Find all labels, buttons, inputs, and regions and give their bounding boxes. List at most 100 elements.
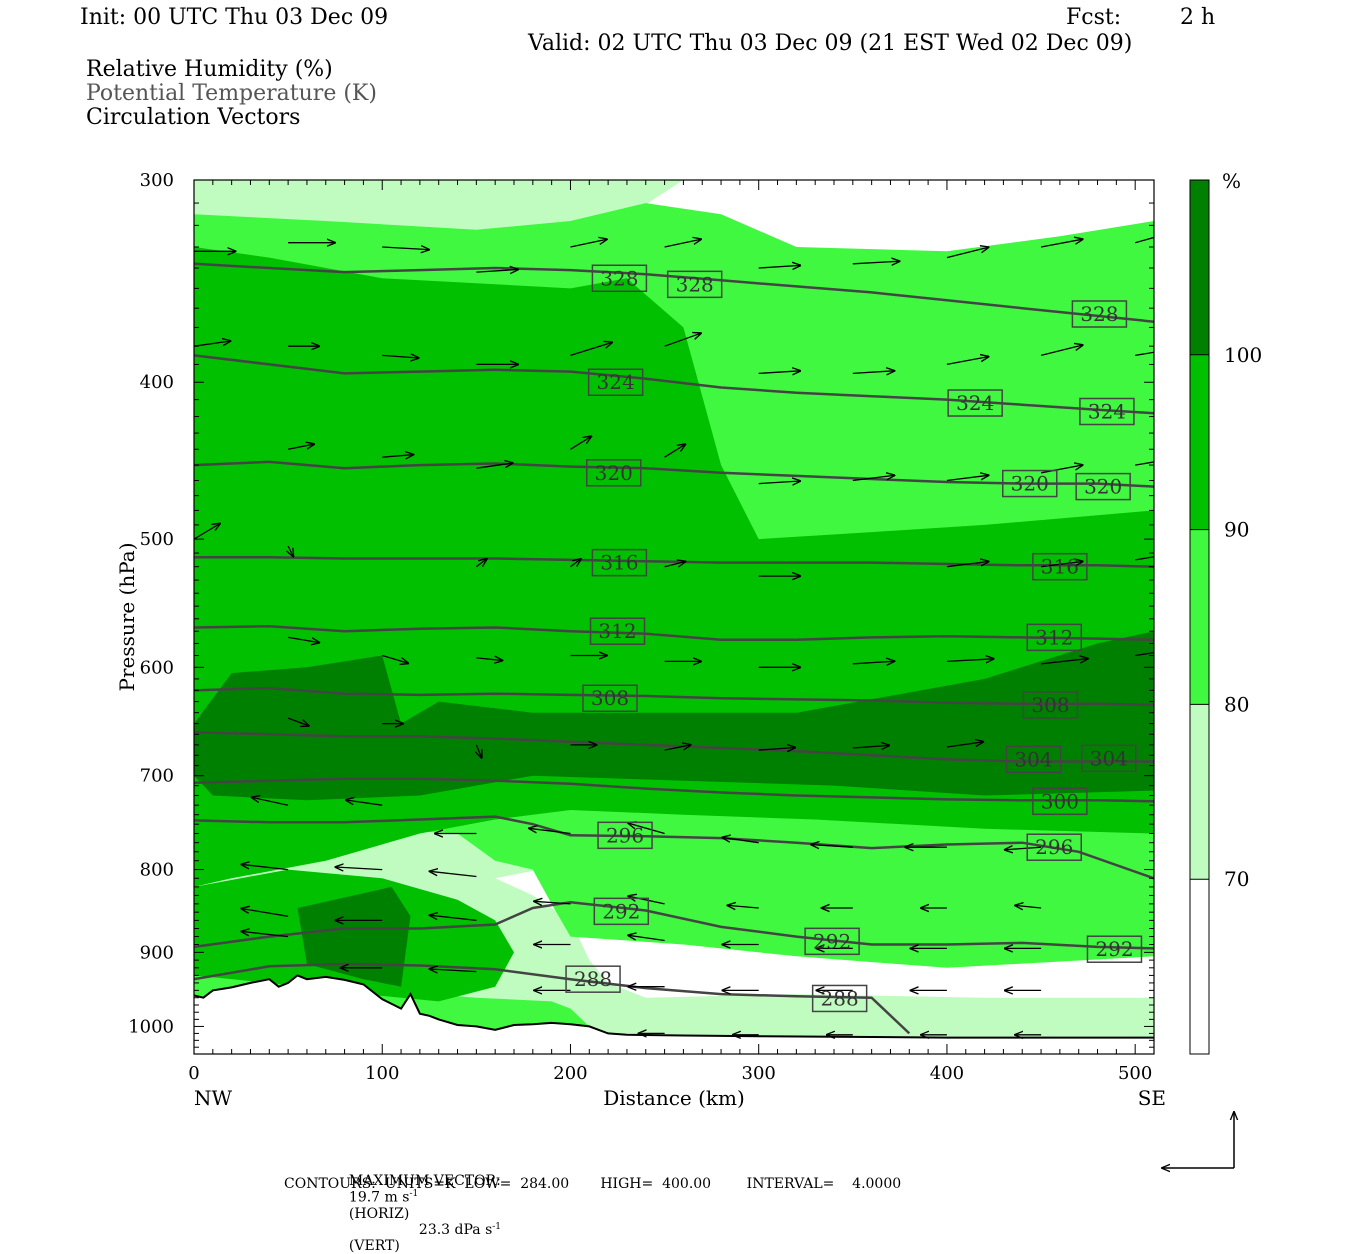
circulation-vector bbox=[728, 905, 759, 908]
circulation-vector bbox=[1135, 236, 1154, 244]
circulation-vector bbox=[476, 270, 518, 273]
circulation-vector bbox=[664, 562, 686, 567]
forecast-hour: 2 h bbox=[1180, 5, 1216, 30]
circulation-vector bbox=[1040, 345, 1083, 357]
theta-label-328: 328 bbox=[1071, 300, 1128, 328]
max-vector-label: MAXIMUM VECTOR: bbox=[348, 1173, 501, 1189]
y-axis-title: Pressure (hPa) bbox=[115, 543, 139, 692]
colorbar-frame bbox=[1189, 179, 1210, 1055]
circulation-vector bbox=[946, 475, 989, 482]
x-tick-label: 500 bbox=[1118, 1063, 1152, 1084]
plot-frame bbox=[193, 179, 1155, 1055]
forecast-label: Fcst: bbox=[1066, 5, 1122, 30]
max-vector-vertical-tag: (VERT) bbox=[348, 1238, 400, 1254]
theta-label-box bbox=[597, 821, 653, 850]
circulation-vector bbox=[335, 867, 383, 870]
y-tick-label: 700 bbox=[140, 766, 174, 787]
circulation-vector bbox=[1015, 905, 1042, 908]
circulation-vector bbox=[241, 909, 289, 917]
contour-info-line: CONTOURS: UNITS=K LOW= 284.00 HIGH= 400.… bbox=[284, 1176, 902, 1192]
theta-label-text: 288 bbox=[821, 986, 859, 1010]
theta-contour-324 bbox=[194, 354, 1154, 415]
theta-label-288: 288 bbox=[565, 965, 621, 993]
theta-label-text: 292 bbox=[813, 929, 851, 953]
theta-contour-320 bbox=[194, 460, 1154, 488]
circulation-vector bbox=[758, 371, 801, 374]
theta-label-text: 292 bbox=[602, 899, 640, 923]
circulation-vector bbox=[664, 333, 701, 347]
theta-label-text: 320 bbox=[1011, 472, 1049, 496]
circulation-vector bbox=[194, 919, 195, 921]
theta-label-box bbox=[591, 548, 648, 577]
theta-label-300: 300 bbox=[1032, 787, 1088, 816]
theta-label-text: 304 bbox=[1014, 747, 1052, 771]
circulation-vector bbox=[1005, 847, 1042, 850]
theta-label-box bbox=[1032, 787, 1088, 816]
x-tick-label: 200 bbox=[553, 1063, 587, 1084]
circulation-vector bbox=[811, 845, 853, 848]
max-vector-horizontal: 19.7 m s bbox=[348, 1189, 410, 1206]
theta-label-text: 324 bbox=[956, 391, 994, 415]
theta-label-text: 292 bbox=[1095, 937, 1133, 961]
theta-contour-328 bbox=[194, 262, 1154, 323]
circulation-vector bbox=[382, 455, 413, 458]
theta-label-text: 320 bbox=[595, 461, 633, 485]
y-tick-label: 500 bbox=[140, 529, 174, 550]
x-axis-title: Distance (km) bbox=[603, 1086, 745, 1110]
y-tick-label: 800 bbox=[140, 860, 174, 881]
theta-contour-312 bbox=[194, 625, 1154, 642]
theta-label-box bbox=[587, 368, 644, 396]
colorbar-level-label: 100 bbox=[1224, 343, 1262, 367]
theta-label-box bbox=[804, 927, 860, 956]
circulation-vector bbox=[758, 481, 801, 484]
x-end-label-right: SE bbox=[1138, 1086, 1166, 1110]
circulation-vector bbox=[476, 559, 486, 568]
circulation-vector bbox=[430, 871, 477, 878]
theta-label-text: 328 bbox=[676, 272, 714, 296]
circulation-vector bbox=[664, 745, 691, 751]
legend-relative-humidity: Relative Humidity (%) bbox=[86, 57, 333, 82]
theta-label-box bbox=[947, 389, 1003, 417]
theta-label-box bbox=[1086, 935, 1143, 963]
init-time: Init: 00 UTC Thu 03 Dec 09 bbox=[80, 5, 389, 30]
circulation-vector bbox=[1135, 461, 1154, 466]
circulation-vector bbox=[252, 797, 289, 806]
y-tick-label: 1000 bbox=[128, 1016, 174, 1037]
circulation-vector bbox=[570, 342, 613, 357]
colorbar-level-label: 70 bbox=[1224, 867, 1249, 891]
circulation-vector bbox=[852, 475, 895, 482]
legend-circulation-vectors: Circulation Vectors bbox=[86, 105, 301, 130]
theta-contour-292 bbox=[194, 900, 1154, 950]
circulation-vector bbox=[852, 261, 900, 264]
max-vector-horizontal-exp: -1 bbox=[409, 1189, 419, 1199]
circulation-vector bbox=[430, 969, 477, 972]
valid-time: Valid: 02 UTC Thu 03 Dec 09 (21 EST Wed … bbox=[528, 31, 1133, 56]
circulation-vector bbox=[758, 748, 795, 751]
theta-label-text: 304 bbox=[1090, 746, 1128, 770]
circulation-vector bbox=[628, 823, 665, 835]
theta-label-box bbox=[589, 617, 646, 645]
theta-label-text: 320 bbox=[1084, 475, 1122, 499]
circulation-vector bbox=[570, 436, 592, 450]
theta-label-320: 320 bbox=[1002, 469, 1058, 498]
circulation-vector bbox=[287, 636, 319, 642]
theta-label-316: 316 bbox=[591, 548, 648, 577]
circulation-vector bbox=[430, 915, 477, 922]
max-vector-vertical-exp: -1 bbox=[492, 1221, 502, 1232]
theta-label-288: 288 bbox=[811, 984, 868, 1013]
theta-label-296: 296 bbox=[1026, 833, 1082, 861]
colorbar-segment bbox=[1190, 354, 1209, 530]
circulation-vector bbox=[382, 247, 429, 250]
circulation-vector bbox=[476, 744, 481, 758]
circulation-vector bbox=[1040, 239, 1083, 248]
theta-label-box bbox=[1026, 833, 1082, 861]
colorbar: 70 80 90 100% bbox=[1189, 169, 1262, 1055]
theta-label-text: 312 bbox=[1035, 625, 1073, 649]
circulation-vector bbox=[287, 444, 314, 450]
circulation-vector bbox=[946, 247, 989, 259]
rh-fill-layer bbox=[194, 180, 1154, 1054]
circulation-vector bbox=[1135, 351, 1154, 357]
colorbar-unit: % bbox=[1222, 169, 1241, 193]
circulation-vector bbox=[628, 935, 665, 942]
theta-label-text: 316 bbox=[1041, 555, 1079, 579]
